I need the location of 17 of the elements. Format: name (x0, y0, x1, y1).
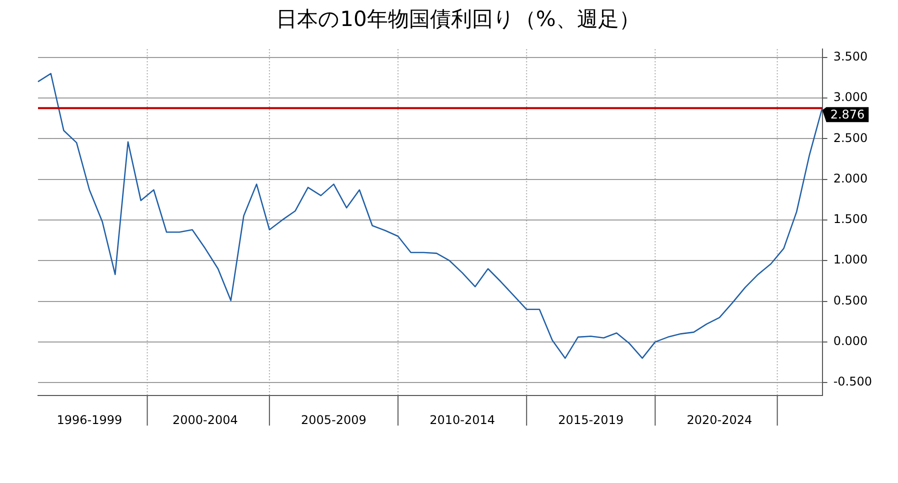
y-tick-label: -0.500 (833, 374, 872, 389)
ref-line-label: 2.876 (830, 108, 865, 122)
y-tick-label: 2.000 (833, 171, 868, 186)
y-tick-label: 1.500 (833, 212, 868, 226)
y-tick-label: 0.500 (833, 293, 868, 308)
y-tick-label: 2.500 (833, 130, 868, 145)
x-tick-label: 1996-1999 (56, 412, 122, 427)
y-tick-label: 0.000 (833, 334, 868, 348)
x-tick-label: 2000-2004 (172, 412, 238, 427)
chart-title: 日本の10年物国債利回り（%、週足） (276, 7, 640, 32)
x-tick-label: 2020-2024 (686, 412, 752, 427)
x-tick-label: 2015-2019 (558, 412, 624, 427)
x-tick-label: 2005-2009 (301, 412, 366, 427)
x-tick-label: 2010-2014 (430, 412, 496, 427)
y-tick-label: 3.500 (833, 49, 868, 64)
y-tick-label: 3.000 (833, 90, 868, 104)
y-tick-label: 1.000 (833, 252, 868, 267)
